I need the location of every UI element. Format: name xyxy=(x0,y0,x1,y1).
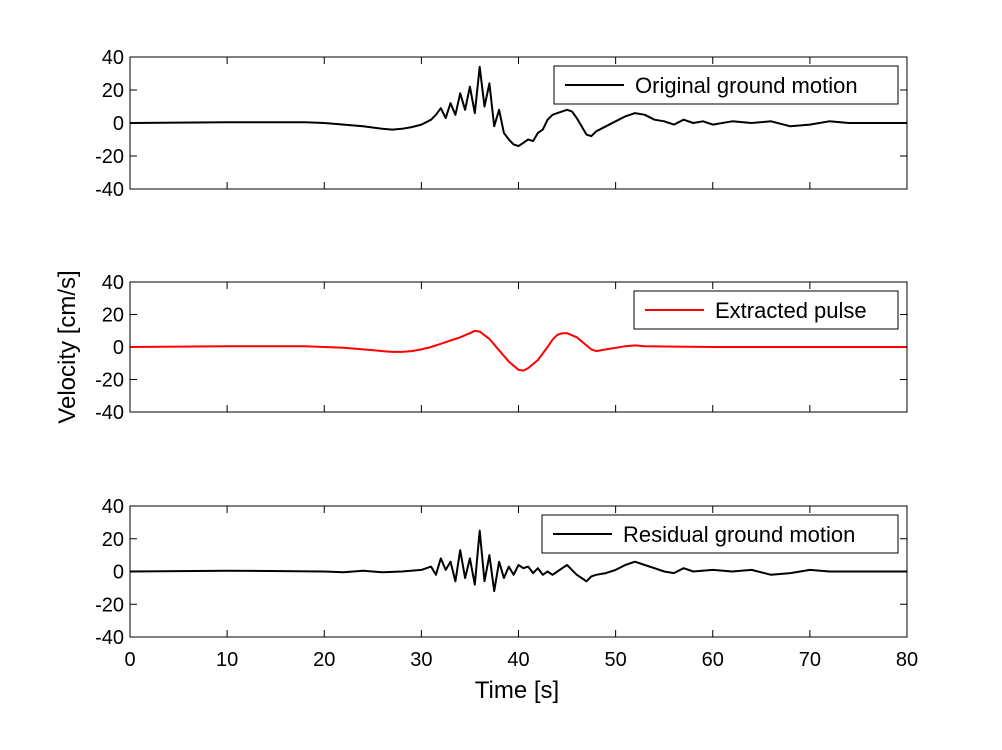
x-tick-label: 20 xyxy=(313,649,335,671)
x-tick-label: 50 xyxy=(605,649,627,671)
subplot-3: -40 -20 0 20 40 0 10 20 30 40 50 60 70 80 Residual gro… xyxy=(95,496,918,671)
x-tick-label: 60 xyxy=(702,649,724,671)
shared-y-axis-label: Velocity [cm/s] xyxy=(54,270,81,423)
y-tick-label: -20 xyxy=(95,146,124,168)
legend-label: Extracted pulse xyxy=(715,298,867,323)
y-tick-label: -40 xyxy=(95,627,124,649)
x-tick-label: 0 xyxy=(124,649,135,671)
y-tick-label: 0 xyxy=(113,113,124,135)
series-line xyxy=(129,329,907,372)
y-tick-label: -20 xyxy=(95,370,124,392)
y-tick-label: 20 xyxy=(102,305,124,327)
axes-box xyxy=(129,505,908,638)
x-tick-label: 10 xyxy=(216,649,238,671)
series-line xyxy=(129,65,907,148)
legend: Original ground motion xyxy=(553,65,899,105)
legend: Extracted pulse xyxy=(633,290,899,330)
legend-label: Original ground motion xyxy=(635,73,858,98)
subplots: -40 -20 0 20 40 Original ground motion -40 -20 0… xyxy=(95,47,918,671)
x-tick-label: 40 xyxy=(507,649,529,671)
y-tick-label: 40 xyxy=(102,47,124,69)
legend: Residual ground motion xyxy=(541,514,899,554)
y-tick-label: 0 xyxy=(113,562,124,584)
y-tick-label: 0 xyxy=(113,337,124,359)
axes-box xyxy=(129,281,908,413)
x-tick-label: 70 xyxy=(799,649,821,671)
series-line xyxy=(129,529,907,593)
subplot-2: -40 -20 0 20 40 Extracted pulse xyxy=(95,272,908,424)
y-tick-label: -20 xyxy=(95,594,124,616)
x-tick-label: 30 xyxy=(410,649,432,671)
x-tick-label: 80 xyxy=(896,649,918,671)
legend-label: Residual ground motion xyxy=(623,522,855,547)
y-tick-label: 20 xyxy=(102,529,124,551)
subplot-1: -40 -20 0 20 40 Original ground motion xyxy=(95,47,908,201)
y-tick-label: 40 xyxy=(102,272,124,294)
y-tick-label: 40 xyxy=(102,496,124,518)
axes-box xyxy=(129,56,908,190)
y-tick-label: -40 xyxy=(95,402,124,424)
y-tick-label: 20 xyxy=(102,80,124,102)
y-tick-label: -40 xyxy=(95,179,124,201)
shared-x-axis-label: Time [s] xyxy=(475,677,559,704)
